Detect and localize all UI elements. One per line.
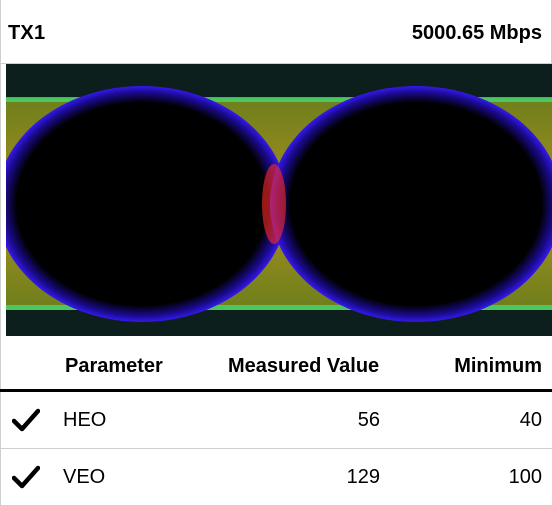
column-header-measured-value: Measured Value	[228, 355, 380, 377]
minimum-value: 100	[508, 466, 542, 488]
eye-core-left	[16, 104, 268, 304]
column-header-minimum: Minimum	[454, 355, 542, 377]
eye-diagram-graphic	[6, 64, 552, 336]
eye-diagram	[6, 64, 552, 336]
channel-label: TX1	[8, 22, 46, 44]
minimum-value: 40	[519, 409, 542, 431]
bottom-rail	[6, 305, 552, 310]
check-icon	[11, 408, 41, 432]
table-header: Parameter Measured Value Minimum	[0, 336, 552, 392]
top-rail	[6, 97, 552, 102]
check-icon	[11, 465, 41, 489]
eye-core-right	[290, 104, 542, 304]
panel-header: TX1 5000.65 Mbps	[0, 0, 552, 64]
panel-left-border	[0, 0, 1, 506]
table-row: VEO 129 100	[0, 449, 552, 506]
column-header-parameter: Parameter	[65, 355, 163, 377]
crossing-point	[262, 164, 286, 244]
measured-value: 129	[346, 466, 380, 488]
parameter-name: VEO	[63, 466, 106, 488]
measured-value: 56	[357, 409, 380, 431]
parameter-name: HEO	[63, 409, 107, 431]
table-row: HEO 56 40	[0, 392, 552, 449]
data-rate-label: 5000.65 Mbps	[411, 22, 542, 44]
